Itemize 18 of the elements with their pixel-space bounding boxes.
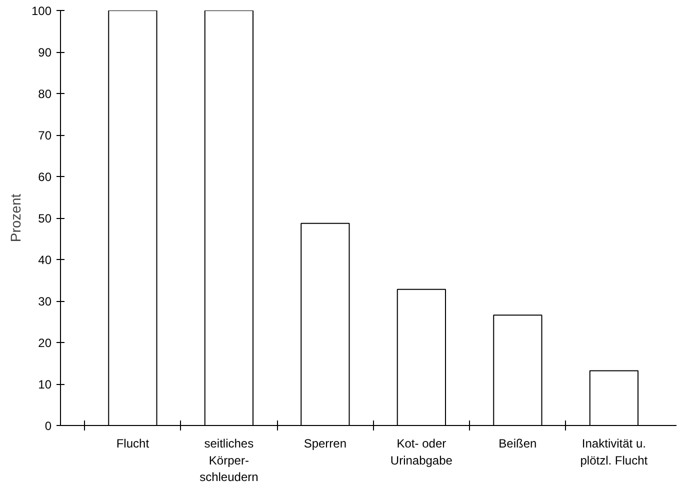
y-axis-title: Prozent <box>7 194 24 242</box>
x-tick-label: Flucht <box>116 436 150 450</box>
x-tick-label: Beißen <box>498 436 537 450</box>
y-tick-label: 50 <box>38 212 52 226</box>
y-tick-label: 100 <box>31 4 52 18</box>
y-tick-label: 80 <box>38 87 52 101</box>
y-tick-label: 10 <box>38 378 52 392</box>
y-tick-label: 60 <box>38 170 52 184</box>
y-tick-label: 90 <box>38 46 52 60</box>
y-tick-label: 40 <box>38 253 52 267</box>
x-tick-label: Kot- oder Urinabgabe <box>390 436 453 468</box>
y-tick-label: 70 <box>38 128 52 142</box>
x-tick-label: seitliches Körper- schleudern <box>200 436 258 484</box>
y-tick-label: 0 <box>44 419 52 433</box>
y-tick-label: 20 <box>38 336 52 350</box>
x-tick-label: Sperren <box>304 436 347 450</box>
y-tick-label: 30 <box>38 294 52 308</box>
x-tick-label: Inaktivität u. plötzl. Flucht <box>580 436 648 468</box>
